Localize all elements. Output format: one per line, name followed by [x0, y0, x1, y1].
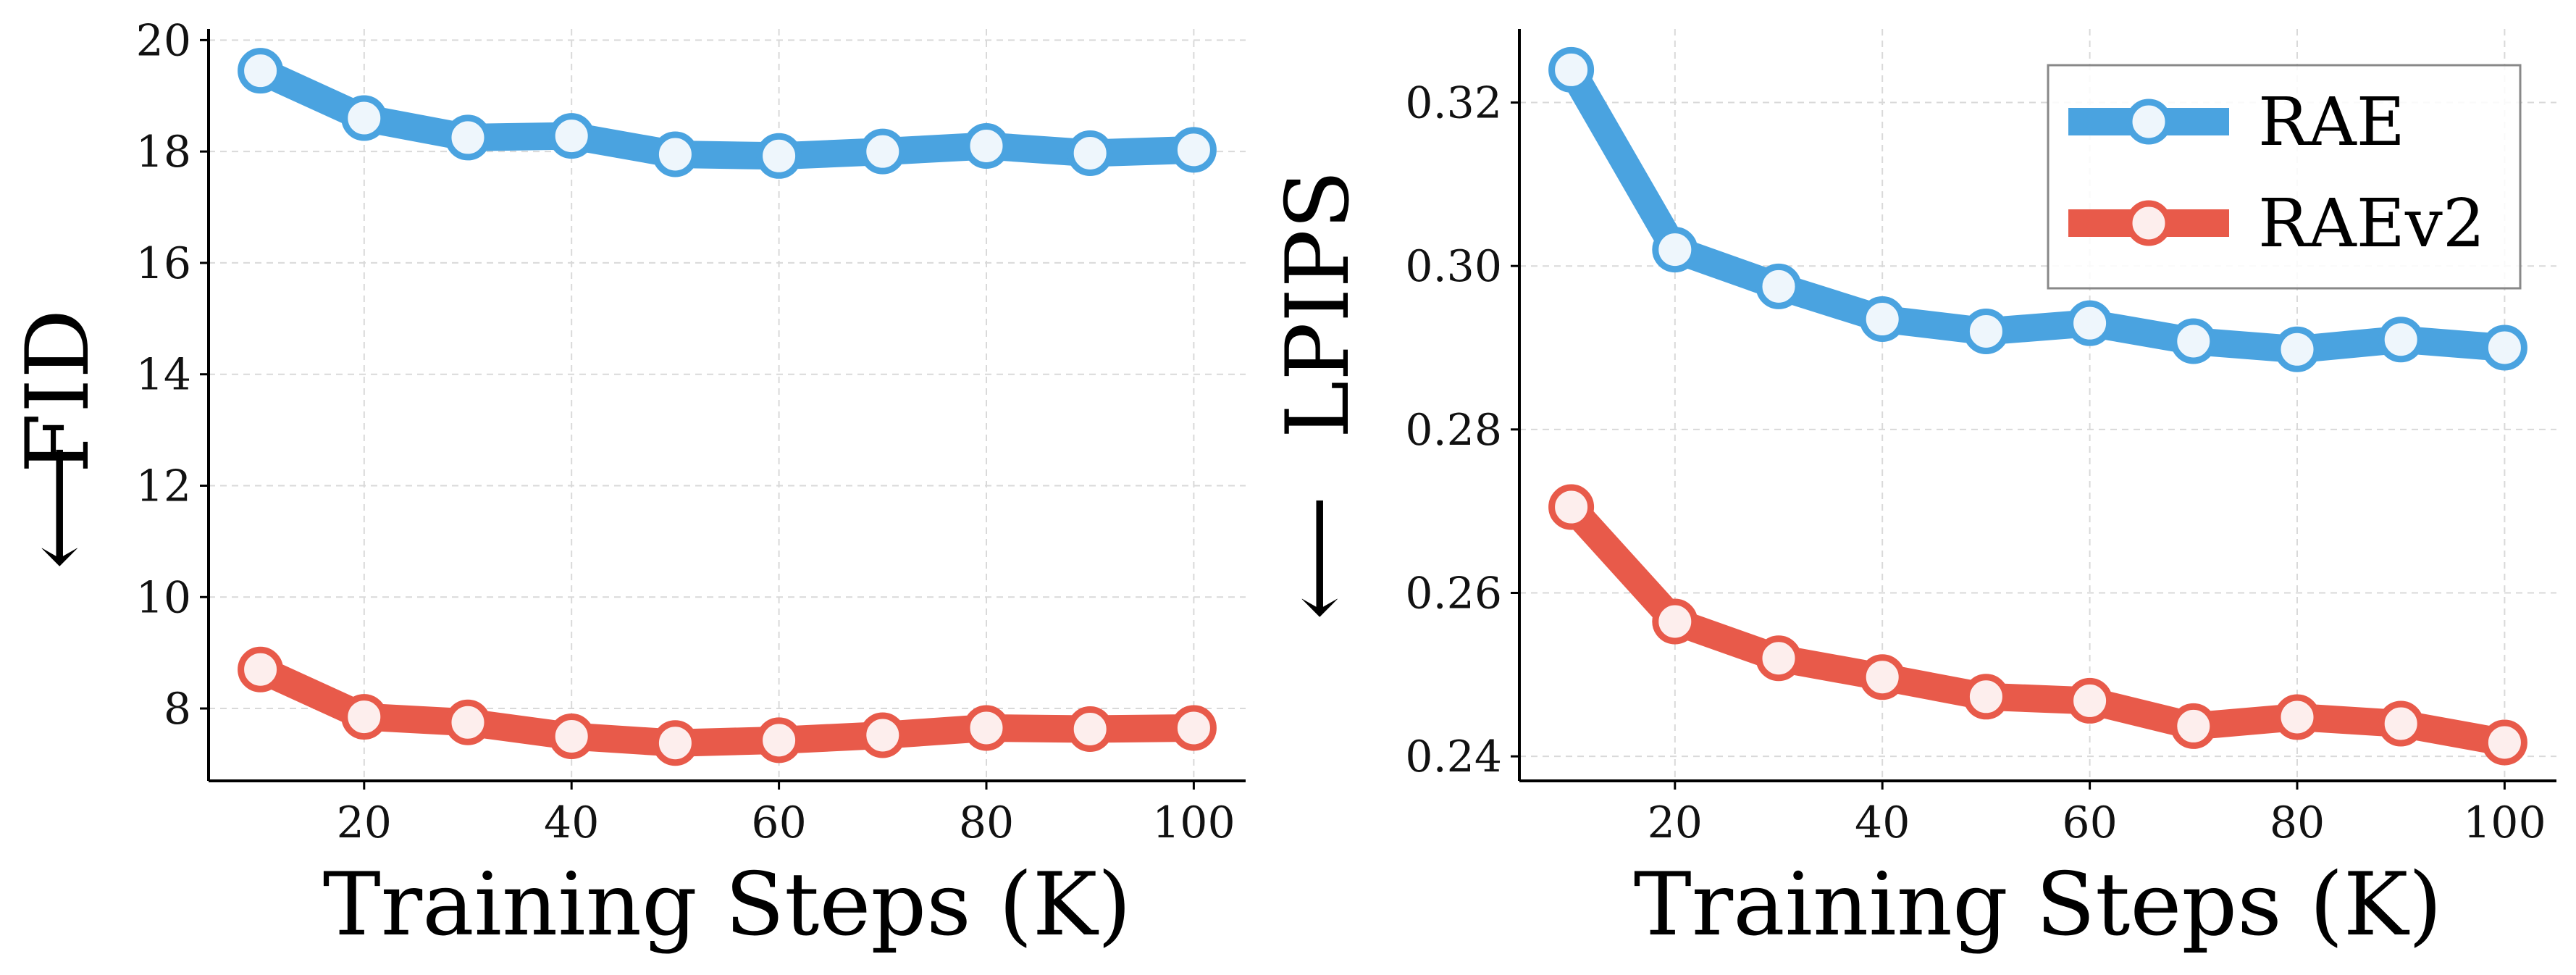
- series-raev2: [1548, 484, 2527, 766]
- data-point: [652, 131, 698, 177]
- data-point: [341, 95, 387, 141]
- data-point: [238, 646, 284, 692]
- legend-label: RAE: [2258, 83, 2405, 161]
- x-tick-label: 80: [2270, 798, 2325, 848]
- data-point: [1170, 127, 1217, 173]
- y-tick-label: 8: [164, 684, 191, 735]
- data-point: [2378, 317, 2424, 363]
- x-tick-label: 80: [959, 798, 1014, 848]
- data-point: [445, 114, 491, 161]
- data-point: [963, 122, 1010, 169]
- x-tick-label: 100: [2463, 798, 2546, 848]
- data-point: [2481, 719, 2527, 766]
- y-tick-label: 14: [136, 350, 191, 401]
- y-tick-label: 0.32: [1405, 78, 1502, 129]
- y-tick-label: 16: [136, 238, 191, 289]
- x-tick-label: 20: [1648, 798, 1703, 848]
- y-tick-label: 0.26: [1405, 569, 1502, 619]
- series-line: [1561, 498, 2507, 756]
- lower-is-better-arrow: ⟵: [8, 445, 109, 569]
- data-point: [1963, 308, 2009, 354]
- data-point: [1548, 46, 1595, 93]
- data-point: [1755, 263, 1802, 309]
- data-point: [445, 699, 491, 745]
- series-line: [1559, 62, 2506, 364]
- data-point: [652, 720, 698, 766]
- y-tick-label: 18: [136, 127, 191, 177]
- data-point: [2067, 677, 2113, 724]
- data-point: [2170, 703, 2217, 749]
- x-tick-label: 60: [2062, 798, 2117, 848]
- data-point: [1067, 130, 1113, 176]
- x-tick-label: 60: [751, 798, 806, 848]
- data-point: [1963, 674, 2009, 720]
- x-tick-label: 100: [1152, 798, 1235, 848]
- data-point: [2378, 700, 2424, 747]
- x-tick-label: 40: [1855, 798, 1910, 848]
- data-point: [963, 705, 1010, 751]
- legend-box: [2047, 64, 2522, 290]
- fid-panel: 20 40 60 80 100 8 10 12 14 16 18 20 Training Steps (…: [8, 15, 1246, 955]
- y-tick-label: 10: [136, 572, 191, 623]
- data-point: [860, 128, 906, 175]
- legend-swatch-marker: [2126, 200, 2172, 246]
- x-axis-title: Training Steps (K): [323, 855, 1132, 955]
- series-line: [254, 58, 1195, 170]
- data-point: [1548, 484, 1595, 530]
- data-point: [1859, 296, 1905, 343]
- y-axis-title: LPIPS: [1268, 170, 1369, 439]
- x-axis-title: Training Steps (K): [1634, 855, 2443, 955]
- y-tick-label: 0.30: [1405, 241, 1502, 292]
- x-tick-label: 40: [544, 798, 599, 848]
- data-point: [2274, 694, 2320, 740]
- legend-swatch-marker: [2126, 99, 2172, 145]
- data-point: [860, 712, 906, 758]
- y-axis-title: FID: [8, 309, 109, 474]
- data-point: [756, 717, 802, 763]
- lower-is-better-arrow: ⟵: [1268, 495, 1369, 620]
- data-point: [1067, 706, 1113, 752]
- data-point: [1755, 635, 1802, 682]
- series-rae: [238, 48, 1217, 179]
- y-tick-label: 12: [136, 461, 191, 511]
- legend: RAE RAEv2: [2047, 64, 2522, 290]
- data-point: [1170, 705, 1217, 751]
- series-line: [254, 656, 1194, 757]
- data-point: [2481, 325, 2527, 371]
- data-point: [238, 48, 284, 94]
- data-point: [2067, 300, 2113, 346]
- data-point: [1652, 227, 1698, 273]
- series-raev2: [238, 646, 1217, 766]
- data-point: [341, 694, 387, 740]
- data-point: [2170, 318, 2217, 364]
- y-tick-label: 0.24: [1405, 732, 1502, 782]
- data-point: [756, 133, 802, 179]
- data-point: [548, 713, 595, 759]
- data-point: [2274, 326, 2320, 372]
- data-point: [1859, 654, 1905, 700]
- data-point: [548, 113, 595, 159]
- data-point: [1652, 598, 1698, 645]
- y-tick-label: 20: [136, 15, 191, 66]
- y-tick-label: 0.28: [1405, 405, 1502, 456]
- series-rae: [1548, 46, 2527, 372]
- lpips-panel: 20 40 60 80 100 0.24 0.26 0.28 0.30 0.32 Training …: [1268, 29, 2556, 955]
- legend-label: RAEv2: [2258, 185, 2485, 262]
- x-tick-label: 20: [337, 798, 392, 848]
